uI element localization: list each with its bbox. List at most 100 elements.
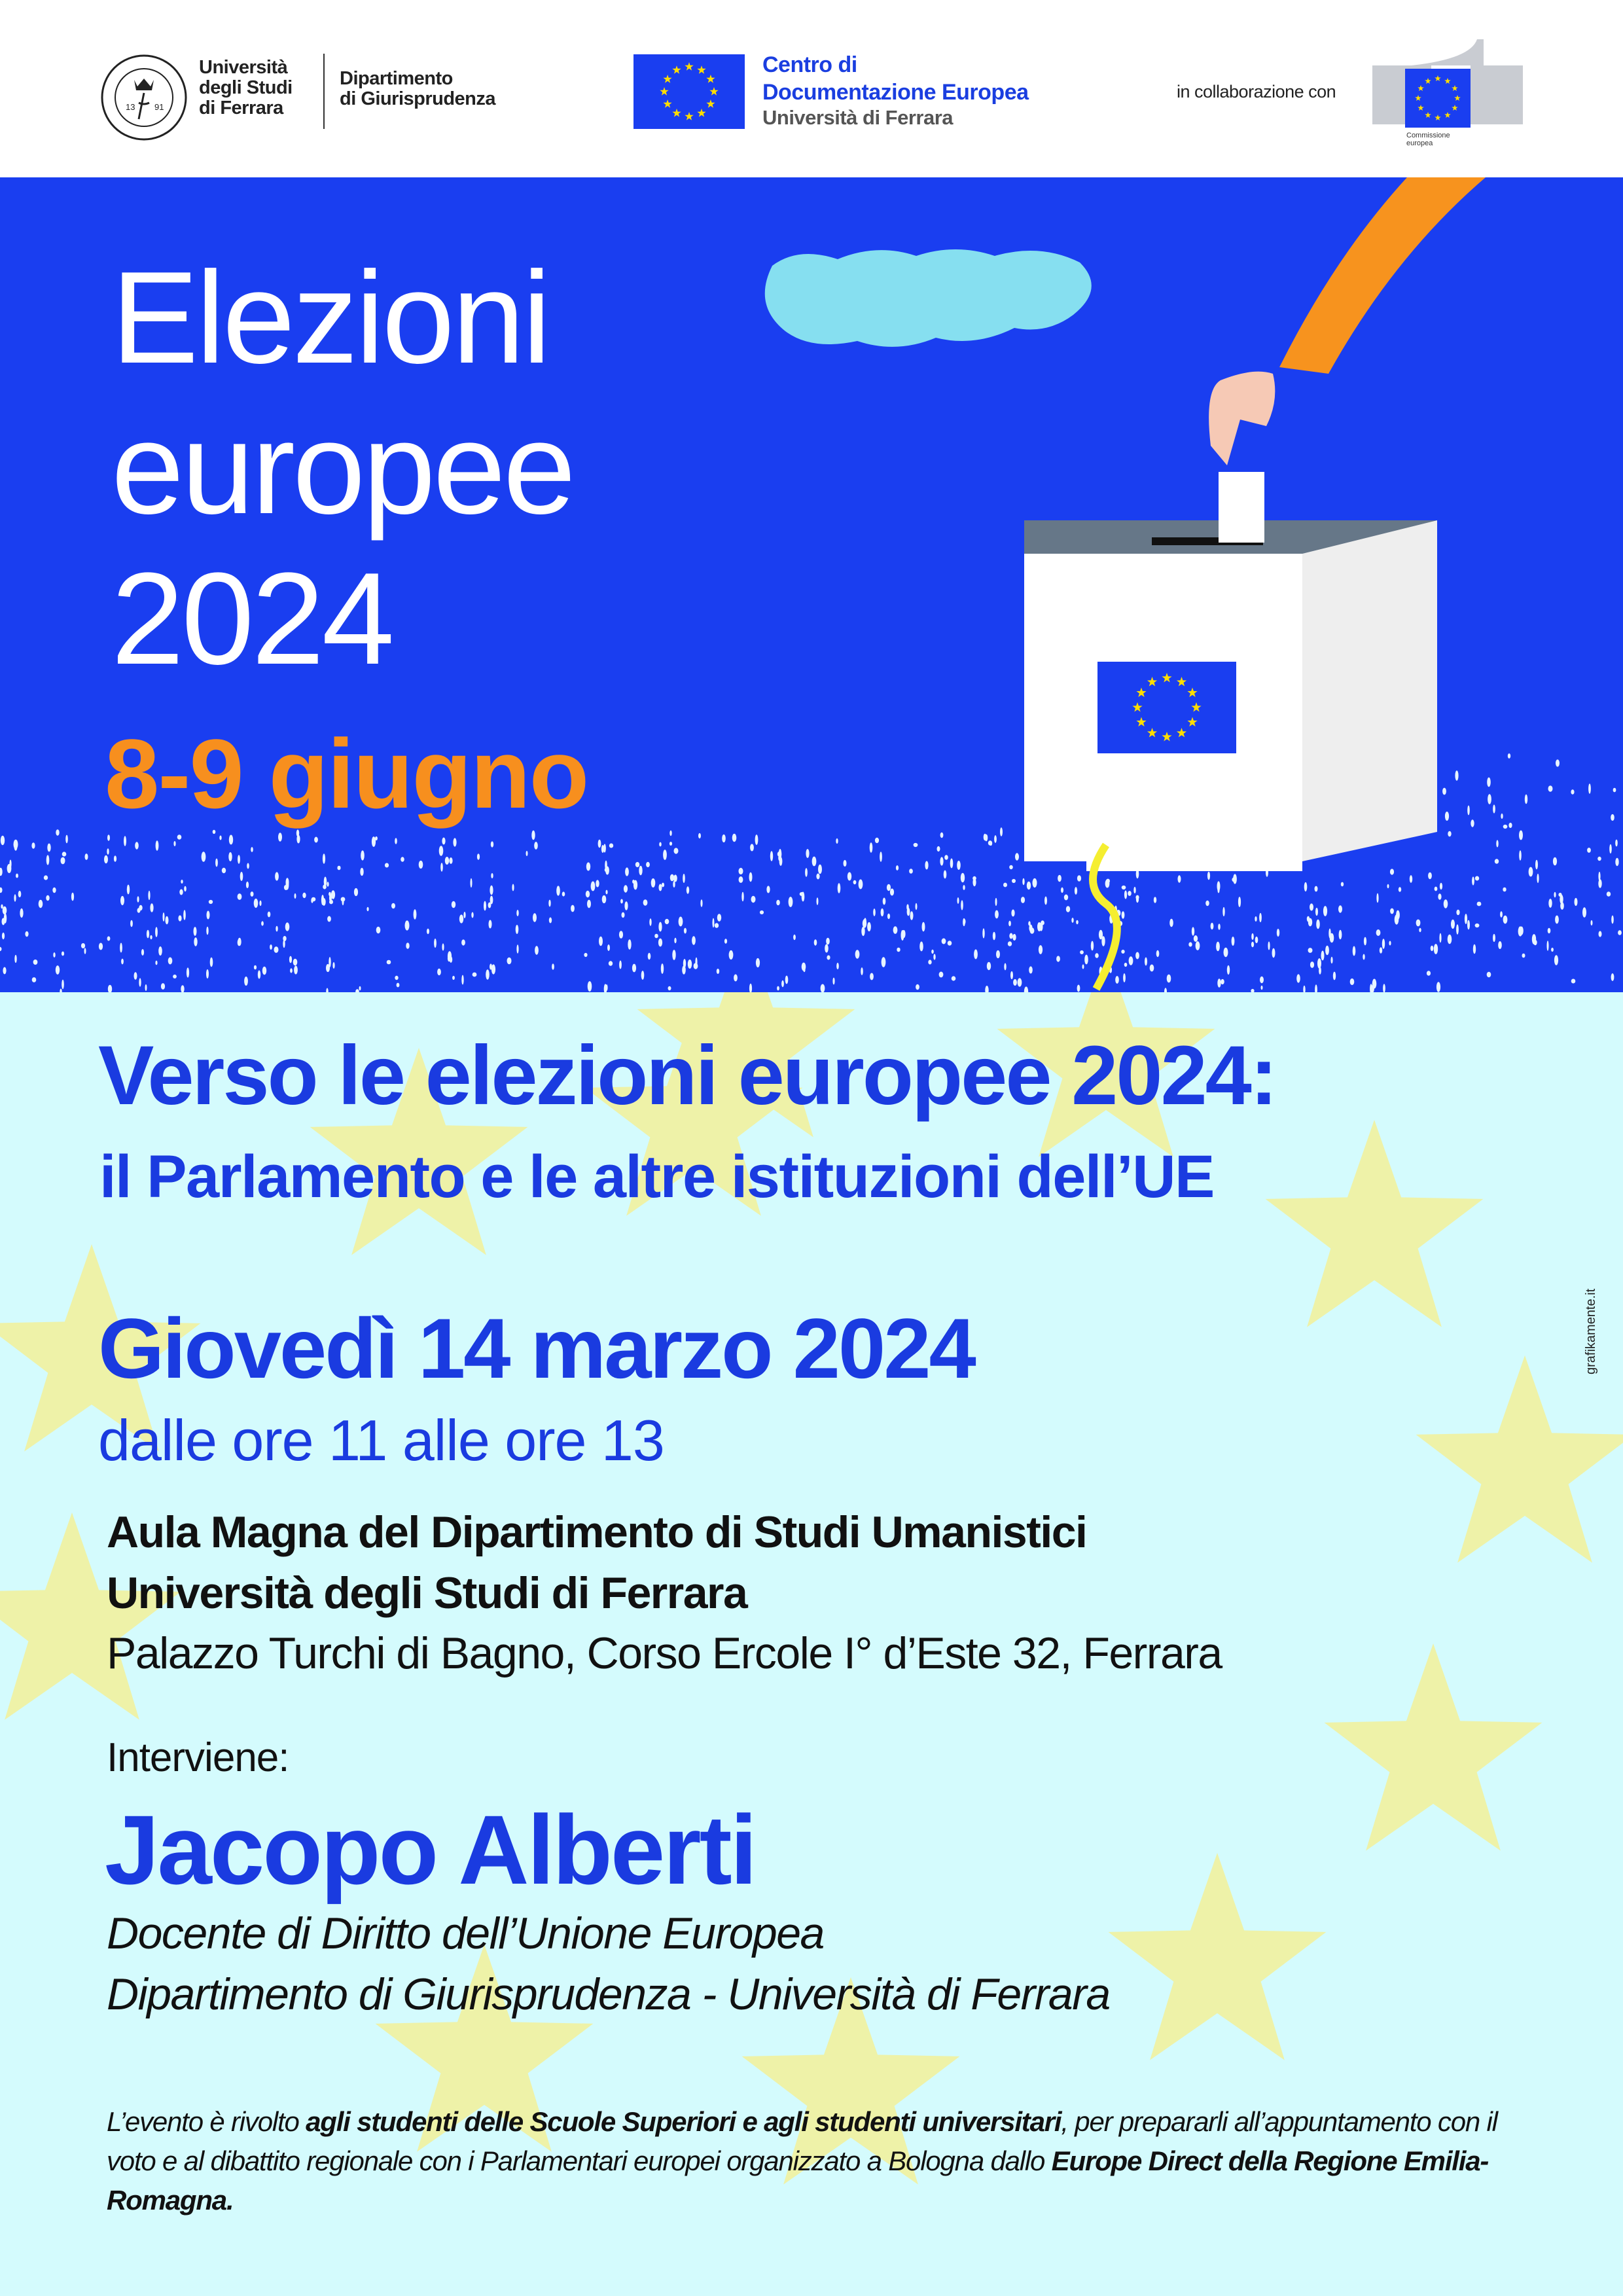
speckle xyxy=(219,835,222,840)
speckle xyxy=(654,933,658,939)
speckle xyxy=(1124,890,1128,899)
speckle xyxy=(1316,919,1320,929)
speckle xyxy=(1551,947,1554,952)
speckle xyxy=(1389,869,1395,875)
speckle xyxy=(181,985,185,992)
speckle xyxy=(516,910,519,916)
speckle xyxy=(586,862,591,871)
speckle xyxy=(669,842,673,846)
speckle xyxy=(1598,879,1602,888)
speckle xyxy=(992,931,996,941)
speckle xyxy=(649,918,652,926)
speckle xyxy=(880,908,884,917)
speckle xyxy=(1503,824,1508,829)
speckle xyxy=(995,897,997,906)
speckle xyxy=(886,884,891,891)
speckle xyxy=(262,966,267,975)
speckle xyxy=(1428,872,1432,880)
speckle xyxy=(1582,907,1586,918)
eu-star-icon xyxy=(1147,728,1158,738)
speckle xyxy=(950,858,954,869)
speckle xyxy=(470,878,473,888)
speckle xyxy=(447,954,451,962)
speckle xyxy=(861,926,865,937)
speckle xyxy=(1029,927,1035,934)
speckle xyxy=(609,843,614,848)
speckle xyxy=(738,876,743,883)
university-seal-logo: 13 91 xyxy=(101,54,187,141)
speckle xyxy=(820,984,825,992)
eu-star-icon xyxy=(660,87,669,96)
yellow-path xyxy=(1089,842,1121,991)
speckle xyxy=(1613,787,1616,793)
speckle xyxy=(206,926,209,935)
speckle xyxy=(660,963,664,974)
speckle xyxy=(1472,944,1476,954)
speckle xyxy=(597,839,601,848)
speckle xyxy=(526,851,528,856)
speckle xyxy=(488,902,491,908)
speckle xyxy=(1363,954,1365,960)
speckle xyxy=(1472,876,1474,886)
speckle xyxy=(395,975,399,980)
speckle xyxy=(1574,897,1578,906)
speckle xyxy=(427,928,429,935)
speckle xyxy=(293,958,298,966)
speckle xyxy=(1398,887,1402,892)
svg-text:91: 91 xyxy=(154,102,164,112)
speckle xyxy=(717,914,722,922)
arm xyxy=(1279,177,1486,374)
eu-star-icon xyxy=(1452,85,1458,91)
speckle xyxy=(391,903,395,909)
speckle xyxy=(296,829,300,837)
speckle xyxy=(1436,982,1441,992)
venue-address: Palazzo Turchi di Bagno, Corso Ercole I°… xyxy=(107,1628,1222,1678)
speckle xyxy=(386,960,391,965)
speckle xyxy=(1508,823,1512,828)
speckle xyxy=(982,928,985,939)
speckle xyxy=(1338,929,1342,940)
speckle xyxy=(933,954,936,960)
speckle xyxy=(1372,978,1377,989)
speckle xyxy=(599,936,603,946)
speckle xyxy=(512,884,514,891)
speckle xyxy=(404,920,410,931)
speckle xyxy=(1004,963,1007,971)
speckle xyxy=(1455,770,1459,781)
speckle xyxy=(1296,974,1300,983)
speckle xyxy=(1121,911,1125,919)
speckle xyxy=(1037,922,1041,931)
eu-star-icon xyxy=(1136,717,1147,726)
speckle xyxy=(1011,909,1015,917)
speckle xyxy=(289,956,293,963)
speckle xyxy=(1251,933,1254,941)
speckle xyxy=(1434,886,1438,891)
speckle xyxy=(619,960,622,969)
speckle xyxy=(882,897,886,905)
speckle xyxy=(646,861,650,868)
speckle xyxy=(311,898,313,903)
speckle xyxy=(836,838,838,844)
speckle xyxy=(712,918,715,928)
speckle xyxy=(1548,785,1553,792)
speckle xyxy=(61,951,65,956)
speckle xyxy=(179,889,183,895)
eu-star-icon xyxy=(1435,75,1441,81)
speckle xyxy=(623,885,628,893)
speckle xyxy=(1329,928,1331,939)
cde-line1: Centro di xyxy=(762,52,857,77)
speckle xyxy=(1494,859,1499,864)
speckle xyxy=(858,879,863,889)
speckle xyxy=(1272,948,1275,958)
speckle xyxy=(770,851,774,861)
speckle xyxy=(587,899,591,908)
speckle xyxy=(290,968,293,973)
speckle xyxy=(33,960,38,965)
speckle xyxy=(843,859,847,867)
speckle xyxy=(449,857,453,864)
speckle xyxy=(384,863,389,868)
speckle xyxy=(1370,984,1372,992)
speckle xyxy=(1493,933,1495,942)
speckle xyxy=(1259,912,1262,923)
eu-star-icon xyxy=(1136,687,1147,697)
